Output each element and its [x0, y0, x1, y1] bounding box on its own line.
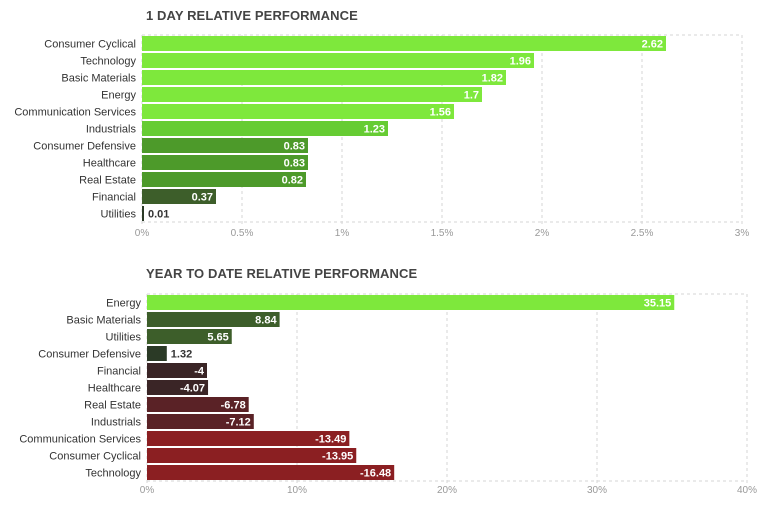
- bar: [147, 295, 675, 310]
- bar: [142, 121, 388, 136]
- bar: [147, 346, 167, 361]
- value-label: 1.23: [364, 124, 385, 136]
- category-label: Industrials: [91, 417, 142, 429]
- category-label: Financial: [97, 366, 141, 378]
- tick-label: 1%: [335, 228, 350, 239]
- value-label: 0.83: [284, 158, 305, 170]
- tick-label: 0.5%: [231, 228, 254, 239]
- value-label: -6.78: [221, 400, 246, 412]
- chart-title: 1 DAY RELATIVE PERFORMANCE: [146, 8, 358, 23]
- bar: [147, 431, 350, 446]
- tick-label: 30%: [587, 485, 607, 496]
- tick-label: 2.5%: [631, 228, 654, 239]
- bar: [142, 155, 308, 170]
- category-label: Energy: [101, 90, 136, 102]
- value-label: -16.48: [360, 468, 391, 480]
- category-label: Healthcare: [88, 383, 141, 395]
- value-label: 0.01: [148, 209, 169, 221]
- category-label: Financial: [92, 192, 136, 204]
- tick-label: 0%: [140, 485, 155, 496]
- tick-label: 1.5%: [431, 228, 454, 239]
- bar: [142, 70, 506, 85]
- category-label: Consumer Defensive: [33, 141, 136, 153]
- value-label: 1.32: [171, 349, 192, 361]
- bar: [142, 87, 482, 102]
- bar: [147, 414, 254, 429]
- bar: [142, 36, 666, 51]
- ytd-performance-chart: YEAR TO DATE RELATIVE PERFORMANCE 0% 10% 2…: [0, 258, 768, 512]
- bar: [147, 380, 209, 395]
- value-label: 1.7: [464, 90, 479, 102]
- value-label: -7.12: [226, 417, 251, 429]
- value-label: 0.37: [192, 192, 213, 204]
- category-label: Basic Materials: [66, 315, 141, 327]
- value-label: -4: [194, 366, 205, 378]
- value-label: 5.65: [207, 332, 228, 344]
- tick-label: 3%: [735, 228, 750, 239]
- category-label: Technology: [80, 56, 136, 68]
- tick-label: 0%: [135, 228, 150, 239]
- value-label: 35.15: [644, 298, 672, 310]
- category-label: Utilities: [101, 209, 137, 221]
- category-label: Consumer Cyclical: [49, 451, 141, 463]
- category-label: Real Estate: [79, 175, 136, 187]
- value-label: 2.62: [642, 39, 663, 51]
- category-label: Technology: [85, 468, 141, 480]
- bar: [147, 465, 395, 480]
- category-label: Basic Materials: [61, 73, 136, 85]
- one-day-performance-chart: 1 DAY RELATIVE PERFORMANCE 0% 0.5% 1% 1.5% 2…: [0, 0, 768, 250]
- value-label: 1.56: [430, 107, 451, 119]
- category-label: Consumer Defensive: [38, 349, 141, 361]
- value-label: 0.83: [284, 141, 305, 153]
- bar: [142, 104, 454, 119]
- tick-label: 2%: [535, 228, 550, 239]
- value-label: 1.96: [510, 56, 531, 68]
- value-label: -13.49: [315, 434, 346, 446]
- bar: [142, 53, 534, 68]
- value-label: -13.95: [322, 451, 353, 463]
- bar: [142, 172, 306, 187]
- bar: [147, 363, 207, 378]
- ytd-bar-svg: 0% 10% 20% 30% 40% Energy 35.15 Basic Materials…: [19, 293, 757, 496]
- value-label: 8.84: [255, 315, 277, 327]
- bar: [142, 189, 216, 204]
- category-label: Utilities: [106, 332, 142, 344]
- bar: [142, 138, 308, 153]
- value-label: -4.07: [180, 383, 205, 395]
- tick-label: 40%: [737, 485, 757, 496]
- bar: [142, 206, 144, 221]
- tick-label: 10%: [287, 485, 307, 496]
- category-label: Consumer Cyclical: [44, 39, 136, 51]
- bar: [147, 312, 280, 327]
- category-label: Real Estate: [84, 400, 141, 412]
- one-day-bar-svg: 0% 0.5% 1% 1.5% 2% 2.5% 3% Consumer Cyclical 2.6…: [14, 34, 750, 239]
- category-label: Communication Services: [14, 107, 136, 119]
- bar: [147, 329, 232, 344]
- category-label: Healthcare: [83, 158, 136, 170]
- value-label: 0.82: [282, 175, 303, 187]
- category-label: Energy: [106, 298, 141, 310]
- category-label: Communication Services: [19, 434, 141, 446]
- category-label: Industrials: [86, 124, 137, 136]
- tick-label: 20%: [437, 485, 457, 496]
- bar: [147, 448, 357, 463]
- value-label: 1.82: [482, 73, 503, 85]
- chart-title: YEAR TO DATE RELATIVE PERFORMANCE: [146, 266, 418, 281]
- bar: [147, 397, 249, 412]
